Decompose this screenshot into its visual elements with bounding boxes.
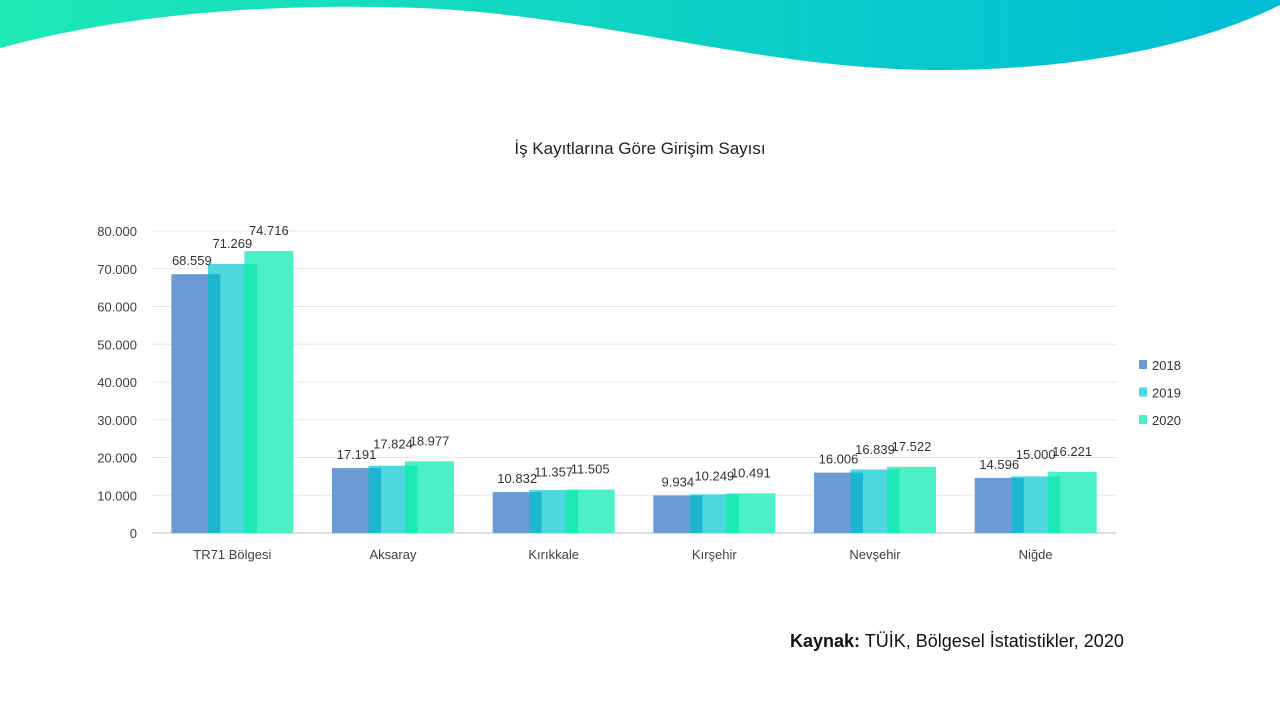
bar-overlap xyxy=(689,495,703,533)
y-tick-label: 60.000 xyxy=(97,300,137,315)
legend-label-2020: 2020 xyxy=(1152,413,1181,428)
source-label: Kaynak: xyxy=(790,631,861,651)
legend-label-2018: 2018 xyxy=(1152,358,1181,373)
data-label-2019: 10.249 xyxy=(694,468,734,483)
y-tick-label: 30.000 xyxy=(97,413,137,428)
x-tick-label: Aksaray xyxy=(370,547,417,562)
legend-swatch-2018 xyxy=(1139,360,1147,369)
x-tick-label: Kırşehir xyxy=(692,547,737,562)
legend-swatch-2020 xyxy=(1139,415,1147,424)
x-tick-label: TR71 Bölgesi xyxy=(193,547,271,562)
source-text: TÜİK, Bölgesel İstatistikler, 2020 xyxy=(864,631,1124,651)
x-tick-label: Nevşehir xyxy=(849,547,901,562)
data-label-2020: 18.977 xyxy=(410,433,450,448)
bar-overlap xyxy=(565,490,579,533)
data-label-2018: 14.596 xyxy=(979,457,1019,472)
data-label-2018: 16.006 xyxy=(819,452,859,467)
y-tick-label: 0 xyxy=(130,526,137,541)
bar-overlap xyxy=(207,274,221,533)
y-tick-label: 70.000 xyxy=(97,262,137,277)
bar-overlap xyxy=(850,472,863,533)
bar-overlap xyxy=(887,469,900,533)
data-label-2018: 17.191 xyxy=(337,447,377,462)
legend-label-2019: 2019 xyxy=(1152,386,1181,401)
bar-overlap xyxy=(405,465,418,533)
y-tick-label: 20.000 xyxy=(97,451,137,466)
gridlines xyxy=(152,230,1116,534)
legend: 2018 2019 2020 xyxy=(1139,358,1181,428)
header-wave-decoration xyxy=(0,0,1280,70)
data-label-2020: 10.491 xyxy=(731,465,771,480)
legend-swatch-2019 xyxy=(1139,387,1147,397)
y-tick-label: 80.000 xyxy=(97,224,137,239)
data-label-2018: 68.559 xyxy=(172,253,212,268)
data-label-2018: 10.832 xyxy=(497,471,537,486)
y-axis-ticks: 0 10.000 20.000 30.000 40.000 50.000 60.000 70.… xyxy=(97,224,137,541)
y-tick-label: 10.000 xyxy=(97,488,137,503)
bars xyxy=(171,250,1097,534)
x-axis-ticks: TR71 Bölgesi Aksaray Kırıkkale Kırşehir Nevş… xyxy=(193,547,1052,562)
data-label-2018: 9.934 xyxy=(662,474,695,489)
source-citation: Kaynak: TÜİK, Bölgesel İstatistikler, 20… xyxy=(790,631,1124,652)
data-label-2020: 11.505 xyxy=(571,462,610,477)
data-label-2019: 17.824 xyxy=(373,436,413,451)
data-label-2019: 71.269 xyxy=(212,236,252,251)
x-tick-label: Niğde xyxy=(1019,547,1053,562)
bar-overlap xyxy=(368,468,381,533)
bar-overlap xyxy=(244,263,257,533)
bar-chart: İş Kayıtlarına Göre Girişim Sayısı 0 10.0… xyxy=(97,139,1181,562)
x-tick-label: Kırıkkale xyxy=(528,547,579,562)
chart-title: İş Kayıtlarına Göre Girişim Sayısı xyxy=(514,139,765,158)
data-label-2020: 17.522 xyxy=(892,439,932,454)
bar-overlap xyxy=(1047,476,1061,533)
y-tick-label: 40.000 xyxy=(97,375,137,390)
data-label-2019: 15.000 xyxy=(1016,447,1056,462)
bar-overlap xyxy=(726,494,739,533)
bar-overlap xyxy=(1011,477,1024,533)
data-label-2020: 16.221 xyxy=(1052,444,1092,459)
data-label-2019: 16.839 xyxy=(855,442,895,457)
data-label-2020: 74.716 xyxy=(249,223,289,238)
data-label-2019: 11.357 xyxy=(534,465,573,480)
y-tick-label: 50.000 xyxy=(97,337,137,352)
bar-overlap xyxy=(529,492,542,533)
